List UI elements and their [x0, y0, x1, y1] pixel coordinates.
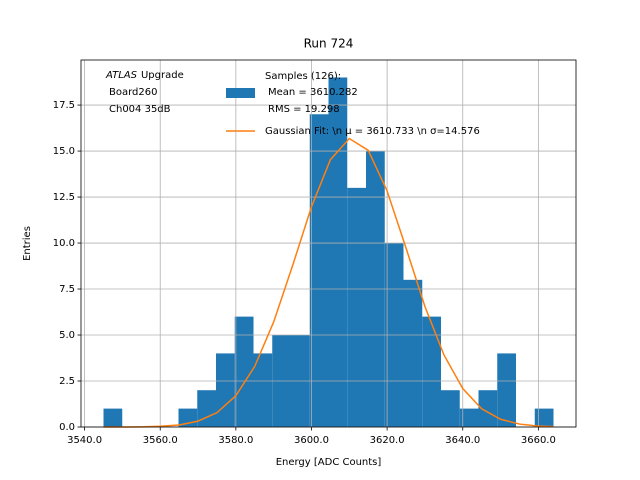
y-tick-label: 17.5: [53, 100, 75, 111]
bar: [197, 390, 216, 427]
legend-label: RMS = 19.298: [268, 104, 340, 115]
x-axis-label: Energy [ADC Counts]: [276, 457, 382, 468]
bar: [328, 77, 348, 427]
bar: [253, 353, 273, 427]
bar: [234, 316, 254, 427]
bar: [103, 408, 123, 427]
bar: [347, 187, 367, 427]
annotation: Board260: [109, 87, 157, 98]
bar: [403, 279, 423, 427]
legend-patch: [226, 88, 255, 98]
legend-label: Gaussian Fit: \n μ = 3610.733 \n σ=14.57…: [265, 126, 480, 137]
x-tick-label: 3580.0: [218, 435, 253, 446]
y-tick-label: 10.0: [53, 238, 75, 249]
y-axis-label: Entries: [22, 226, 33, 261]
bar: [459, 408, 479, 427]
annotation-text: Upgrade: [141, 70, 184, 81]
y-tick-label: 7.5: [59, 284, 75, 295]
bar: [422, 316, 441, 427]
bar: [497, 353, 516, 427]
fit-line: [103, 137, 554, 428]
bar: [478, 390, 498, 427]
y-tick-label: 2.5: [59, 376, 75, 387]
chart-title: Run 724: [304, 37, 354, 51]
bar: [534, 408, 554, 427]
x-tick-label: 3600.0: [294, 435, 329, 446]
x-tick-label: 3560.0: [143, 435, 178, 446]
x-tick-label: 3660.0: [521, 435, 556, 446]
x-tick-label: 3540.0: [67, 435, 102, 446]
x-tick-label: 3620.0: [370, 435, 405, 446]
y-tick-label: 5.0: [59, 330, 75, 341]
bar: [441, 390, 460, 427]
annotation: Ch004 35dB: [109, 104, 171, 115]
bar: [216, 353, 235, 427]
axes-frame: [80, 59, 577, 428]
y-tick-label: 12.5: [53, 192, 75, 203]
y-tick-label: 15.0: [53, 146, 75, 157]
annotation-italic: ATLAS: [105, 70, 138, 81]
x-tick-label: 3640.0: [445, 435, 480, 446]
annotation: ATLAS Upgrade: [105, 70, 184, 81]
legend-label: Mean = 3610.282: [268, 87, 358, 98]
bar: [309, 114, 329, 427]
legend-label: Samples (126):: [265, 71, 341, 82]
y-tick-label: 0.0: [59, 422, 75, 433]
